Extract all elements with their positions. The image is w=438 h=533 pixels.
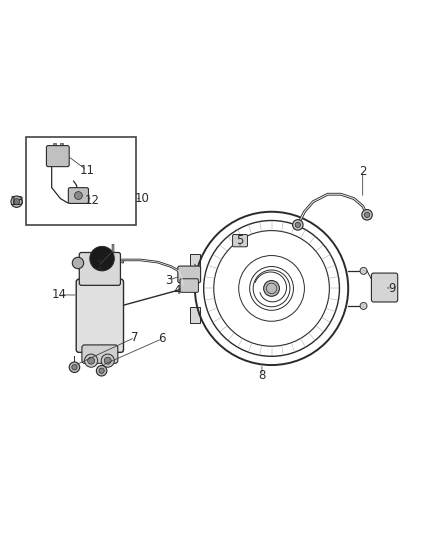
Circle shape (72, 365, 77, 370)
Text: 5: 5 (237, 233, 244, 247)
Circle shape (378, 281, 391, 294)
Circle shape (362, 209, 372, 220)
Circle shape (69, 362, 80, 373)
Bar (60, 143, 63, 147)
FancyBboxPatch shape (46, 146, 69, 167)
Bar (190, 307, 200, 322)
Circle shape (295, 222, 300, 228)
FancyBboxPatch shape (76, 279, 124, 352)
Circle shape (364, 212, 370, 217)
FancyBboxPatch shape (82, 345, 118, 364)
Circle shape (88, 357, 95, 364)
FancyBboxPatch shape (79, 253, 120, 285)
Text: 3: 3 (165, 274, 172, 287)
Text: 14: 14 (52, 288, 67, 302)
Text: 11: 11 (79, 164, 94, 176)
Text: 13: 13 (10, 195, 25, 208)
Circle shape (14, 199, 20, 205)
Bar (190, 254, 200, 270)
FancyBboxPatch shape (371, 273, 398, 302)
Text: 9: 9 (388, 282, 396, 295)
Circle shape (360, 268, 367, 274)
Circle shape (360, 302, 367, 310)
Bar (26, 138, 136, 225)
Circle shape (85, 354, 98, 367)
FancyBboxPatch shape (68, 188, 88, 204)
Circle shape (74, 191, 82, 199)
Text: 6: 6 (158, 332, 166, 345)
Text: 12: 12 (85, 195, 99, 207)
Text: 1: 1 (95, 259, 103, 272)
FancyBboxPatch shape (233, 235, 247, 247)
Circle shape (11, 196, 22, 207)
Text: 2: 2 (359, 165, 367, 177)
Circle shape (96, 366, 107, 376)
Circle shape (264, 280, 279, 296)
Circle shape (99, 368, 104, 374)
FancyBboxPatch shape (180, 279, 198, 292)
Circle shape (90, 246, 114, 271)
Circle shape (293, 220, 303, 230)
Circle shape (104, 357, 111, 364)
Bar (53, 143, 56, 147)
Text: 8: 8 (258, 369, 265, 382)
Circle shape (72, 257, 84, 269)
Text: 4: 4 (173, 284, 181, 297)
FancyBboxPatch shape (178, 266, 201, 282)
Circle shape (101, 354, 114, 367)
Text: 10: 10 (135, 192, 150, 205)
Text: 7: 7 (131, 331, 139, 344)
